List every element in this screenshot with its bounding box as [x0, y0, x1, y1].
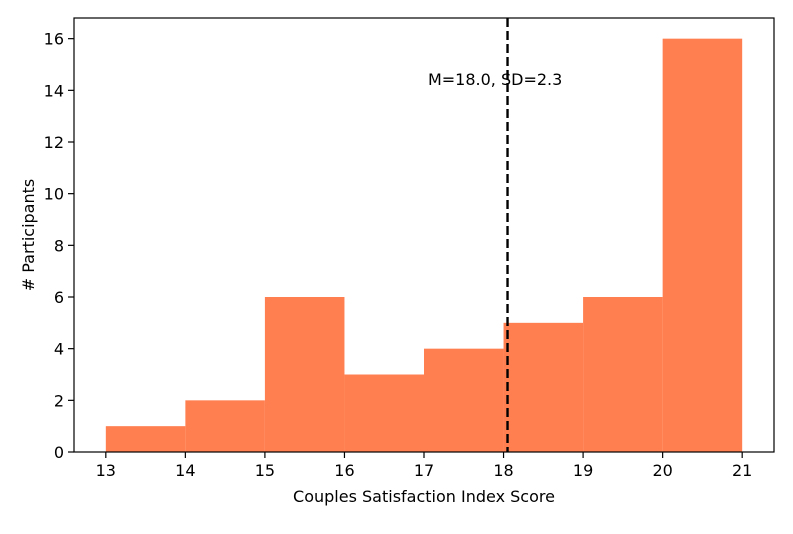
y-tick-label: 12: [44, 133, 64, 152]
y-axis-ticks: 0 2 4 6 8 10 12 14 16: [44, 30, 74, 462]
histogram-bar-13-14: [105, 426, 186, 452]
y-tick-label: 0: [54, 443, 64, 462]
y-axis-label: # Participants: [19, 179, 38, 291]
y-tick-label: 6: [54, 288, 64, 307]
x-tick-label: 16: [334, 461, 354, 480]
y-tick-label: 14: [44, 81, 64, 100]
x-axis-ticks: 13 14 15 16 17 18 19 20 21: [96, 452, 752, 480]
x-axis-label: Couples Satisfaction Index Score: [293, 487, 555, 506]
histogram-bar-17-18: [424, 348, 504, 452]
histogram-bar-16-17: [344, 374, 424, 452]
mean-sd-annotation: M=18.0, SD=2.3: [428, 70, 562, 89]
x-tick-label: 18: [493, 461, 513, 480]
histogram-bar-19-20: [583, 297, 663, 452]
histogram-bar-18-19: [503, 322, 584, 452]
x-tick-label: 15: [255, 461, 275, 480]
y-tick-label: 10: [44, 185, 64, 204]
histogram-bar-14-15: [185, 400, 265, 452]
x-tick-label: 19: [573, 461, 593, 480]
x-tick-label: 14: [175, 461, 195, 480]
x-tick-label: 21: [732, 461, 752, 480]
y-tick-label: 16: [44, 30, 64, 49]
bars-group: [105, 38, 743, 453]
x-tick-label: 13: [96, 461, 116, 480]
y-tick-label: 4: [54, 340, 64, 359]
y-tick-label: 8: [54, 236, 64, 255]
histogram-bar-20-21: [662, 38, 743, 453]
y-tick-label: 2: [54, 391, 64, 410]
x-tick-label: 20: [652, 461, 672, 480]
histogram-bar-15-16: [264, 297, 345, 452]
x-tick-label: 17: [414, 461, 434, 480]
